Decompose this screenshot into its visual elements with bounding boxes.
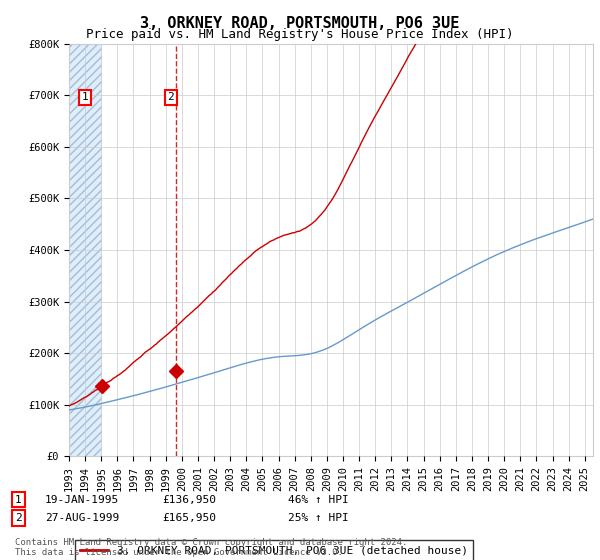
Text: £165,950: £165,950 [162,513,216,523]
Text: 1: 1 [15,494,22,505]
Text: 3, ORKNEY ROAD, PORTSMOUTH, PO6 3UE: 3, ORKNEY ROAD, PORTSMOUTH, PO6 3UE [140,16,460,31]
Text: 19-JAN-1995: 19-JAN-1995 [45,494,119,505]
Text: Contains HM Land Registry data © Crown copyright and database right 2024.
This d: Contains HM Land Registry data © Crown c… [15,538,407,557]
Text: 2: 2 [167,92,174,102]
Text: 46% ↑ HPI: 46% ↑ HPI [288,494,349,505]
Text: 27-AUG-1999: 27-AUG-1999 [45,513,119,523]
Text: Price paid vs. HM Land Registry's House Price Index (HPI): Price paid vs. HM Land Registry's House … [86,28,514,41]
Text: 2: 2 [15,513,22,523]
Text: £136,950: £136,950 [162,494,216,505]
Text: 1: 1 [82,92,89,102]
Text: 25% ↑ HPI: 25% ↑ HPI [288,513,349,523]
Legend: 3, ORKNEY ROAD, PORTSMOUTH, PO6 3UE (detached house), HPI: Average price, detach: 3, ORKNEY ROAD, PORTSMOUTH, PO6 3UE (det… [74,540,473,560]
